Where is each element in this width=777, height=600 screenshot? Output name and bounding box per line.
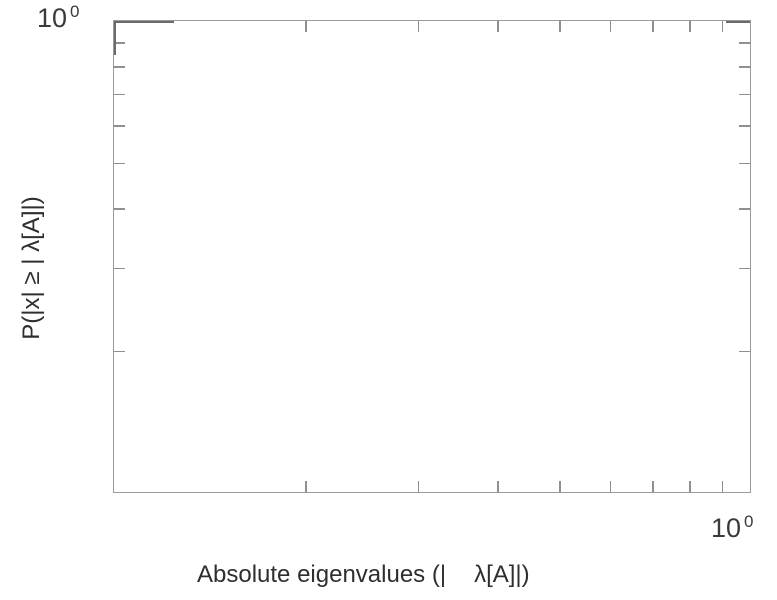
y-axis-tick-right-6 [739,208,750,211]
x-axis-tick-top-2 [497,21,499,32]
x-axis-max-tick-label: 10 0 [711,512,754,543]
x-axis-tick-bottom-3 [559,481,561,492]
x-axis-tick-bottom-1 [417,481,420,492]
y-axis-tick-right-8 [739,350,750,353]
frame-corner-mark-1 [114,21,117,55]
y-axis-tick-left-5 [114,162,125,165]
y-axis-tick-left-6 [114,208,125,211]
plot-frame [113,20,751,493]
x-axis-tick-top-0 [305,21,307,32]
y-axis-tick-left-4 [114,125,125,127]
x-axis-tick-bottom-2 [497,481,499,492]
x-axis-tick-bottom-0 [305,481,307,492]
y-axis-tick-left-1 [114,41,125,44]
x-axis-tick-bottom-7 [721,481,724,492]
x-axis-title-part1: Absolute eigenvalues (| [197,561,447,588]
x-axis-title-part2: λ[A]|) [474,561,530,588]
x-axis-tick-bottom-5 [652,481,654,492]
x-axis-tick-top-7 [721,21,724,32]
y-axis-max-mantissa: 10 [37,3,68,33]
plot-area [114,21,750,492]
y-axis-title: P(|x| ≥ | λ[A]|) [18,196,45,340]
x-axis-max-exponent: 0 [744,512,754,531]
y-axis-tick-right-5 [739,162,750,165]
y-axis-tick-left-3 [114,93,125,96]
y-axis-tick-right-3 [739,93,750,96]
frame-corner-mark-0 [114,21,174,24]
x-axis-tick-top-1 [417,21,420,32]
y-axis-tick-left-8 [114,350,125,353]
x-axis-tick-top-4 [609,21,612,32]
x-axis-tick-top-5 [652,21,654,32]
x-axis-tick-top-3 [559,21,561,32]
y-axis-tick-right-1 [739,41,750,44]
x-axis-title: Absolute eigenvalues (| λ[A]|) [197,561,530,589]
y-axis-max-exponent: 0 [70,2,80,21]
x-axis-tick-top-6 [689,21,691,32]
frame-corner-mark-5 [726,21,750,24]
y-axis-tick-right-2 [739,66,750,68]
y-axis-tick-right-4 [739,125,750,127]
y-axis-title-wrapper: P(|x| ≥ | λ[A]|) [18,68,48,468]
y-axis-max-tick-label: 10 0 [37,2,80,33]
y-axis-tick-right-7 [739,267,750,270]
x-axis-tick-bottom-4 [609,481,612,492]
y-axis-tick-left-2 [114,66,125,68]
x-axis-tick-bottom-6 [689,481,691,492]
y-axis-tick-left-7 [114,267,125,270]
x-axis-max-mantissa: 10 [711,513,742,543]
